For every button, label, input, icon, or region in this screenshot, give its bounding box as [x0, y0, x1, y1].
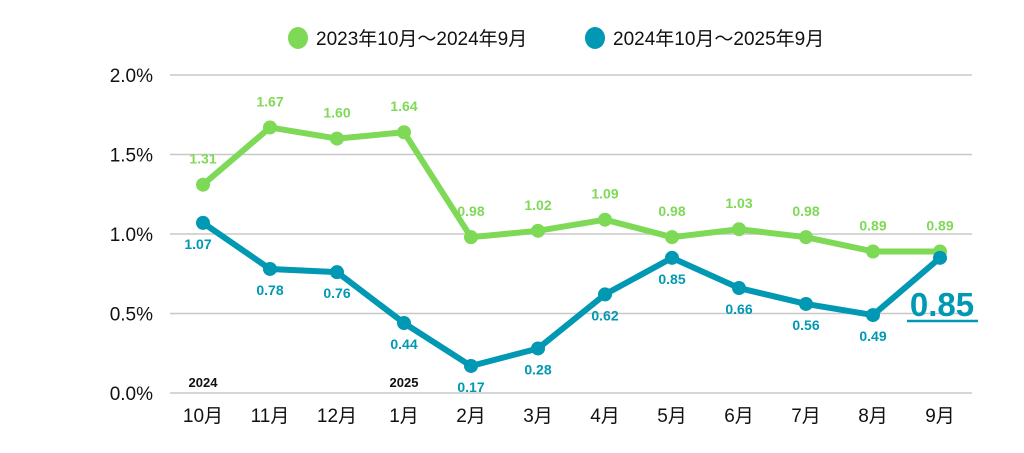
- x-tick-label: 5月: [657, 406, 687, 427]
- data-point: [866, 244, 880, 259]
- data-label: 0.44: [390, 336, 417, 352]
- x-tick-label: 9月: [925, 406, 955, 427]
- legend-label: 2024年10月～2025年9月: [613, 28, 824, 50]
- data-label: 0.85: [658, 271, 685, 287]
- y-tick-label: 0.0%: [110, 384, 153, 405]
- data-point: [263, 261, 277, 276]
- data-label: 0.98: [658, 203, 685, 219]
- data-point: [799, 296, 813, 311]
- year-marker: 2025: [390, 375, 419, 390]
- x-tick-label: 1月: [389, 406, 419, 427]
- x-tick-label: 11月: [251, 406, 290, 427]
- legend-marker: [585, 27, 605, 49]
- data-label: 1.67: [256, 93, 283, 109]
- data-label: 0.76: [323, 285, 350, 301]
- data-point: [665, 230, 679, 245]
- legend-label: 2023年10月～2024年9月: [316, 28, 527, 50]
- x-tick-label: 6月: [724, 406, 754, 427]
- data-point: [464, 358, 478, 373]
- data-point: [397, 316, 411, 331]
- x-tick-label: 10月: [183, 406, 223, 427]
- data-point: [665, 250, 679, 265]
- year-marker: 2024: [189, 375, 219, 390]
- data-label: 0.98: [457, 203, 484, 219]
- x-tick-label: 12月: [317, 406, 357, 427]
- data-point: [799, 230, 813, 245]
- data-point: [598, 287, 612, 302]
- series-line-0: [201, 124, 940, 255]
- data-point: [263, 120, 277, 135]
- data-point: [732, 222, 746, 237]
- data-label: 1.64: [390, 98, 417, 114]
- data-point: [397, 125, 411, 140]
- data-point: [933, 250, 947, 265]
- data-label: 0.66: [725, 301, 752, 317]
- series-line-1: [201, 220, 942, 369]
- data-label: 0.98: [792, 203, 819, 219]
- data-point: [866, 308, 880, 323]
- data-point: [330, 265, 344, 280]
- highlight-value: 0.85: [910, 286, 974, 323]
- data-label: 1.03: [725, 195, 752, 211]
- data-point: [464, 230, 478, 245]
- data-point: [196, 215, 210, 230]
- data-point: [598, 212, 612, 227]
- x-tick-label: 7月: [791, 406, 821, 427]
- data-label: 0.28: [524, 361, 551, 377]
- y-tick-label: 1.5%: [110, 146, 153, 167]
- data-label: 0.62: [591, 307, 618, 323]
- data-label: 0.78: [256, 282, 283, 298]
- x-tick-label: 3月: [523, 406, 553, 427]
- data-label: 1.02: [524, 197, 551, 213]
- data-label: 1.31: [189, 151, 216, 167]
- data-label: 0.89: [926, 217, 953, 233]
- data-label: 0.56: [792, 317, 819, 333]
- x-tick-label: 4月: [590, 406, 620, 427]
- data-point: [330, 131, 344, 146]
- data-label: 1.07: [184, 236, 211, 252]
- data-label: 1.09: [591, 186, 618, 202]
- x-tick-label: 2月: [456, 406, 486, 427]
- y-tick-label: 2.0%: [110, 66, 153, 87]
- data-point: [531, 341, 545, 356]
- data-label: 0.89: [859, 217, 886, 233]
- x-tick-label: 8月: [858, 406, 888, 427]
- legend-marker: [288, 27, 308, 49]
- data-point: [196, 177, 210, 192]
- y-tick-label: 0.5%: [110, 305, 153, 326]
- data-label: 0.17: [457, 379, 484, 395]
- data-point: [732, 281, 746, 296]
- data-label: 1.60: [323, 105, 350, 121]
- y-tick-label: 1.0%: [110, 225, 153, 246]
- data-point: [531, 223, 545, 238]
- data-label: 0.49: [859, 328, 886, 344]
